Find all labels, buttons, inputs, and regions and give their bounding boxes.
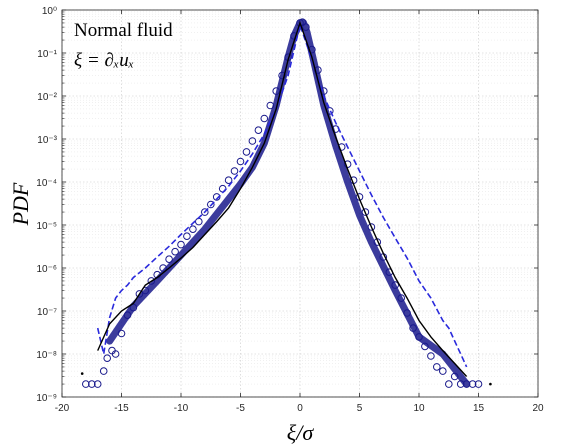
data-point-circle bbox=[224, 176, 233, 184]
data-point-circle bbox=[212, 193, 221, 201]
data-point-circle bbox=[103, 354, 111, 363]
data-point-circle bbox=[129, 303, 138, 312]
data-point-circle bbox=[415, 333, 423, 341]
x-axis-label: ξ/σ bbox=[287, 420, 315, 445]
data-point-circle bbox=[159, 264, 167, 272]
series-layer bbox=[80, 18, 492, 388]
data-point-circle bbox=[468, 380, 477, 388]
data-point-circle bbox=[165, 255, 173, 264]
data-point-circle bbox=[302, 23, 310, 31]
data-point-circle bbox=[433, 363, 441, 371]
data-point-circle bbox=[99, 367, 108, 375]
data-point-circle bbox=[266, 101, 275, 110]
y-tick-label: 10⁻⁴ bbox=[36, 178, 57, 189]
data-point-circle bbox=[278, 71, 286, 80]
y-tick-label: 10⁻² bbox=[37, 92, 57, 103]
data-point-circle bbox=[236, 157, 245, 166]
series-black-solid bbox=[97, 20, 468, 377]
data-point-circle bbox=[254, 126, 263, 134]
data-point-circle bbox=[82, 380, 90, 388]
data-point-circle bbox=[474, 380, 483, 388]
y-axis-label: PDF bbox=[8, 182, 33, 226]
data-point-circle bbox=[248, 137, 257, 145]
data-point-circle bbox=[117, 329, 126, 338]
y-tick-label: 10⁻⁷ bbox=[37, 307, 57, 318]
data-point-circle bbox=[207, 200, 215, 209]
data-point-circle bbox=[445, 380, 453, 388]
data-point-circle bbox=[230, 167, 239, 175]
end-mark bbox=[80, 372, 84, 375]
data-point-circle bbox=[201, 208, 209, 216]
data-point-circle bbox=[427, 352, 435, 360]
data-point-circle bbox=[177, 240, 185, 249]
data-point-circle bbox=[183, 232, 191, 240]
data-point-circle bbox=[147, 277, 156, 285]
y-tick-label: 10⁻⁵ bbox=[36, 221, 57, 232]
data-point-circle bbox=[189, 225, 197, 233]
data-point-circle bbox=[93, 380, 102, 388]
y-tick-label: 10⁻⁹ bbox=[36, 393, 57, 404]
data-point-circle bbox=[337, 143, 346, 151]
annotation-formula: ξ = ∂ₓuₓ bbox=[74, 50, 134, 71]
x-tick-label: -20 bbox=[55, 403, 70, 414]
y-tick-label: 10⁻⁸ bbox=[36, 350, 57, 361]
data-point-circle bbox=[439, 367, 447, 375]
data-point-circle bbox=[135, 290, 144, 298]
data-point-circle bbox=[456, 380, 465, 388]
end-mark bbox=[489, 382, 492, 386]
x-tick-label: 15 bbox=[473, 403, 485, 414]
tick-marks bbox=[61, 9, 539, 398]
data-point-circle bbox=[450, 372, 459, 381]
data-point-circle bbox=[391, 281, 400, 289]
x-tick-labels: -20 -15 -10 -5 0 5 10 15 20 bbox=[55, 403, 544, 414]
data-point-circle bbox=[367, 223, 376, 231]
data-point-circle bbox=[403, 309, 411, 317]
y-tick-label: 10⁻³ bbox=[37, 135, 57, 146]
data-point-circle bbox=[260, 114, 269, 123]
x-tick-label: 5 bbox=[357, 403, 363, 414]
x-tick-label: 0 bbox=[297, 403, 303, 414]
x-tick-label: -15 bbox=[114, 403, 129, 414]
y-tick-label: 10⁰ bbox=[42, 6, 57, 17]
data-point-circle bbox=[123, 311, 132, 320]
data-point-circle bbox=[421, 342, 429, 351]
y-tick-labels: 10⁻⁹ 10⁻⁸ 10⁻⁷ 10⁻⁶ 10⁻⁵ 10⁻⁴ 10⁻³ 10⁻² 10⁻¹ 10⁰ bbox=[36, 6, 57, 404]
data-point-circle bbox=[361, 208, 370, 216]
data-point-circle bbox=[272, 87, 281, 95]
data-point-circle bbox=[298, 18, 307, 27]
data-point-circle bbox=[111, 350, 120, 358]
data-point-circle bbox=[409, 324, 417, 332]
data-point-circle bbox=[88, 380, 96, 388]
x-tick-label: -5 bbox=[236, 403, 245, 414]
y-tick-label: 10⁻⁶ bbox=[36, 264, 57, 275]
y-tick-label: 10⁻¹ bbox=[37, 49, 57, 60]
x-tick-label: 10 bbox=[413, 403, 425, 414]
data-point-circle bbox=[242, 148, 251, 156]
data-point-circle bbox=[171, 247, 179, 256]
annotation-title: Normal fluid bbox=[74, 20, 173, 41]
x-tick-label: 20 bbox=[532, 403, 544, 414]
x-tick-label: -10 bbox=[174, 403, 189, 414]
data-point-circle bbox=[462, 380, 471, 388]
data-point-circle bbox=[397, 294, 406, 302]
